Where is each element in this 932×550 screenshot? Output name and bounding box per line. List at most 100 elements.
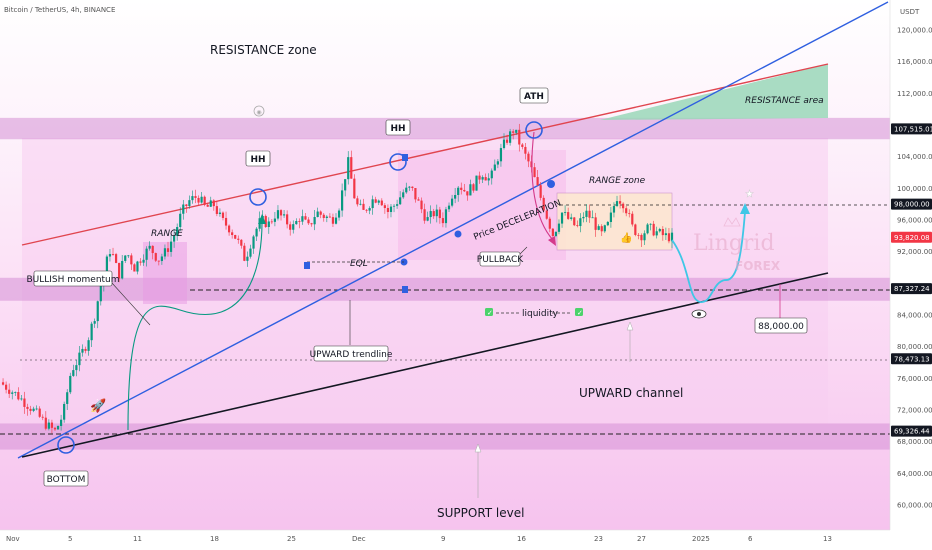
time-axis-panel bbox=[0, 530, 932, 550]
candle bbox=[50, 419, 54, 434]
candle bbox=[69, 372, 72, 395]
svg-text:69,326.44: 69,326.44 bbox=[894, 428, 930, 436]
candle bbox=[66, 389, 69, 410]
candle bbox=[218, 208, 222, 217]
candle bbox=[145, 246, 148, 267]
candle bbox=[591, 210, 594, 219]
price-axis-panel bbox=[890, 0, 932, 550]
candle bbox=[454, 188, 457, 204]
candle bbox=[215, 200, 218, 217]
candle bbox=[59, 414, 63, 431]
candle bbox=[579, 213, 582, 233]
candle bbox=[527, 151, 530, 168]
candle bbox=[93, 318, 96, 328]
candle bbox=[515, 129, 518, 136]
candle bbox=[536, 170, 539, 186]
candle bbox=[32, 406, 35, 413]
candle bbox=[20, 395, 23, 401]
candle bbox=[292, 220, 295, 234]
liquidity-check-left-icon bbox=[485, 308, 493, 316]
candle bbox=[337, 208, 341, 221]
candle bbox=[90, 321, 93, 348]
candle bbox=[273, 212, 277, 227]
candle bbox=[295, 218, 298, 225]
candle bbox=[139, 258, 142, 266]
candle bbox=[227, 224, 231, 236]
candle bbox=[585, 204, 588, 223]
candle bbox=[499, 143, 503, 167]
candle bbox=[380, 198, 383, 206]
bottom-label-box: BOTTOM bbox=[43, 470, 89, 487]
break-dot bbox=[547, 180, 555, 188]
candle bbox=[313, 210, 316, 231]
candles-layer bbox=[1, 123, 674, 434]
candle bbox=[282, 210, 286, 218]
hh1-label-box: HH bbox=[245, 150, 271, 167]
time-axis-ticks: Nov 5 11 18 25 Dec 9 16 23 27 2025 6 13 bbox=[6, 535, 832, 543]
candle bbox=[548, 216, 551, 233]
candle bbox=[505, 134, 509, 145]
time-tick-0: Nov bbox=[6, 535, 20, 543]
candle bbox=[118, 262, 121, 283]
candle bbox=[344, 179, 347, 197]
liquidity-label: liquidity bbox=[522, 309, 559, 319]
candle bbox=[649, 223, 652, 231]
candle bbox=[490, 168, 493, 185]
eql-marker-2 bbox=[402, 286, 408, 293]
range-zone-label: RANGE zone bbox=[589, 176, 646, 186]
candle bbox=[200, 192, 203, 204]
candle bbox=[11, 390, 14, 400]
candle bbox=[29, 405, 32, 415]
svg-text:ATH: ATH bbox=[524, 92, 544, 102]
channel-line bbox=[21, 272, 829, 458]
candle bbox=[618, 195, 622, 209]
candle bbox=[14, 391, 17, 397]
candle bbox=[637, 233, 640, 240]
candle bbox=[108, 249, 112, 262]
candle bbox=[667, 228, 671, 244]
candle bbox=[399, 191, 402, 205]
candle bbox=[652, 220, 655, 237]
candle bbox=[582, 212, 585, 223]
candle bbox=[240, 239, 243, 249]
candle bbox=[279, 209, 283, 221]
candle bbox=[35, 405, 38, 411]
candle bbox=[365, 209, 368, 213]
price-tick-3: 104,000.00 bbox=[897, 153, 932, 161]
candle bbox=[631, 211, 634, 227]
candle bbox=[359, 199, 362, 206]
candle bbox=[634, 223, 637, 237]
candle bbox=[194, 189, 197, 204]
zone-2 bbox=[0, 423, 890, 450]
candle bbox=[166, 241, 170, 257]
candle bbox=[331, 213, 335, 228]
price-tag-4: 78,473.13 bbox=[891, 353, 932, 365]
candle bbox=[224, 211, 228, 230]
time-tick-3: 18 bbox=[210, 535, 219, 543]
resistance-trendline bbox=[21, 63, 829, 246]
candle bbox=[341, 183, 344, 217]
candle bbox=[203, 195, 206, 207]
crown-icon bbox=[723, 217, 741, 227]
candle bbox=[63, 401, 66, 423]
svg-text:87,327.24: 87,327.24 bbox=[894, 285, 930, 293]
candle bbox=[206, 202, 209, 207]
svg-text:93,820.08: 93,820.08 bbox=[894, 234, 930, 242]
candle bbox=[47, 419, 50, 431]
candle bbox=[612, 202, 616, 218]
candle bbox=[502, 133, 506, 150]
svg-text:107,515.01: 107,515.01 bbox=[894, 125, 932, 133]
candle bbox=[307, 217, 310, 226]
candle bbox=[658, 227, 661, 233]
candle bbox=[163, 244, 167, 260]
candle bbox=[609, 206, 613, 228]
candle bbox=[408, 185, 411, 191]
candle bbox=[457, 185, 460, 202]
candle bbox=[209, 196, 212, 207]
price-tag-5: 69,326.44 bbox=[891, 425, 932, 437]
candle bbox=[606, 221, 609, 227]
candle bbox=[447, 202, 451, 212]
candle bbox=[460, 182, 463, 195]
